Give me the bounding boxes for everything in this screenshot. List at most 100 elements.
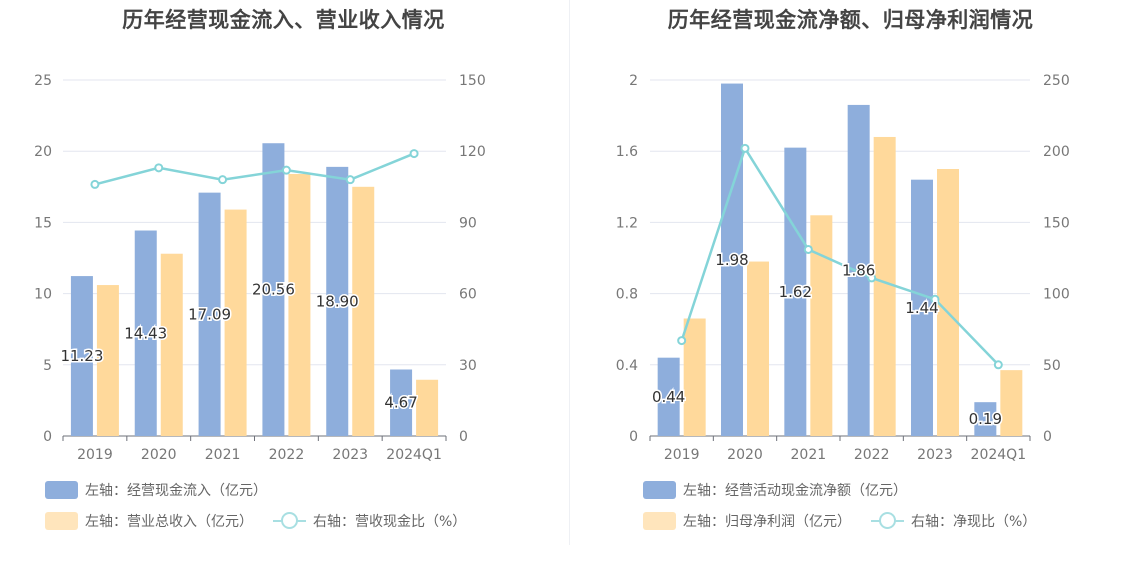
y-tick-label-left: 0.8 xyxy=(616,287,638,303)
y-tick-label-right: 90 xyxy=(459,215,477,231)
y-tick-label-left: 25 xyxy=(34,73,52,89)
y-tick-label-right: 60 xyxy=(459,287,477,303)
bar-series-1 xyxy=(911,179,933,436)
line-point xyxy=(345,175,355,185)
bar-series-2 xyxy=(160,253,183,436)
bar-series-2 xyxy=(224,209,247,436)
data-label: 0.44 xyxy=(652,388,685,406)
line-point xyxy=(930,294,940,304)
x-tick-label: 2021 xyxy=(205,447,241,463)
bar-series-1 xyxy=(326,166,349,436)
chart-plot: 0 0 0.4 50 0.8 100 1.2 150 1.6 200 2 250 2019 2020 202… xyxy=(616,73,1070,463)
chart-title: 历年经营现金流净额、归母净利润情况 xyxy=(667,8,1034,32)
data-label: 18.90 xyxy=(316,292,359,310)
legend-row: 左轴：营业总收入（亿元） 右轴：营收现金比（%） xyxy=(45,511,486,531)
legend-swatch xyxy=(45,512,78,530)
legend-item[interactable]: 左轴：经营活动现金流净额（亿元） xyxy=(643,480,907,500)
legend-item[interactable]: 右轴：营收现金比（%） xyxy=(273,511,466,531)
y-tick-label-right: 30 xyxy=(459,358,477,374)
line-series xyxy=(680,145,1000,366)
y-tick-label-left: 10 xyxy=(34,287,52,303)
y-tick-label-left: 2 xyxy=(629,73,638,89)
line-point xyxy=(867,273,877,283)
line-point xyxy=(993,360,1003,370)
legend-item[interactable]: 左轴：经营现金流入（亿元） xyxy=(45,480,267,500)
bar-series-1 xyxy=(262,143,285,437)
x-tick-label: 2019 xyxy=(664,447,700,463)
data-label: 4.67 xyxy=(384,394,417,412)
legend-swatch xyxy=(643,481,676,499)
line-point xyxy=(803,244,813,254)
chart-panel-right: 历年经营现金流净额、归母净利润情况 0 0 0.4 50 0.8 100 1.2 150 1.6… xyxy=(567,0,1134,582)
line-point xyxy=(90,179,100,189)
y-tick-label-left: 1.6 xyxy=(616,144,638,160)
legend-line-swatch xyxy=(871,512,904,530)
x-tick-label: 2024Q1 xyxy=(386,447,442,463)
bar-series-2 xyxy=(352,186,375,436)
data-label: 1.98 xyxy=(715,251,748,269)
bar-series-2 xyxy=(96,285,119,436)
y-tick-label-left: 0.4 xyxy=(616,358,638,374)
bar-series-1 xyxy=(847,104,870,437)
data-label: 14.43 xyxy=(124,324,167,342)
y-tick-label-right: 100 xyxy=(1043,287,1070,303)
bar-series-1 xyxy=(390,369,413,436)
x-tick-label: 2023 xyxy=(917,447,953,463)
legend-label: 左轴：经营活动现金流净额（亿元） xyxy=(683,483,907,499)
bar-series-2 xyxy=(1000,370,1023,436)
legend-line-swatch xyxy=(273,512,306,530)
line-point xyxy=(740,143,750,153)
bar-series-1 xyxy=(657,357,680,436)
legend-label: 左轴：归母净利润（亿元） xyxy=(683,514,851,530)
legend-row: 左轴：归母净利润（亿元） 右轴：净现比（%） xyxy=(643,511,1056,531)
y-tick-label-left: 1.2 xyxy=(616,215,638,231)
line-point xyxy=(677,336,687,346)
x-tick-label: 2024Q1 xyxy=(971,447,1027,463)
bar-series-2 xyxy=(416,379,439,436)
legend-item[interactable]: 右轴：净现比（%） xyxy=(871,511,1036,531)
bar-series-1 xyxy=(974,402,997,436)
legend-item[interactable]: 左轴：营业总收入（亿元） xyxy=(45,511,253,531)
y-tick-label-left: 5 xyxy=(43,358,52,374)
data-label: 20.56 xyxy=(252,281,295,299)
x-tick-label: 2022 xyxy=(854,447,890,463)
line-point xyxy=(218,175,228,185)
x-tick-label: 2023 xyxy=(332,447,368,463)
y-tick-label-left: 20 xyxy=(34,144,52,160)
legend-label: 右轴：净现比（%） xyxy=(911,514,1037,530)
line-point xyxy=(154,163,164,173)
y-tick-label-right: 0 xyxy=(459,429,468,445)
y-tick-label-right: 150 xyxy=(1043,215,1070,231)
y-tick-label-right: 250 xyxy=(1043,73,1070,89)
bar-series-2 xyxy=(288,173,311,436)
data-label: 1.86 xyxy=(842,261,875,279)
line-point xyxy=(281,165,291,175)
panel-divider xyxy=(569,0,570,545)
legend-label: 左轴：营业总收入（亿元） xyxy=(85,514,253,530)
x-tick-label: 2019 xyxy=(77,447,113,463)
line-point xyxy=(409,149,419,159)
y-tick-label-left: 0 xyxy=(43,429,52,445)
bar-series-2 xyxy=(873,136,896,436)
legend-item[interactable]: 左轴：归母净利润（亿元） xyxy=(643,511,851,531)
data-label: 1.44 xyxy=(905,299,938,317)
y-tick-label-right: 150 xyxy=(459,73,486,89)
chart-title: 历年经营现金流入、营业收入情况 xyxy=(122,8,445,32)
x-tick-label: 2021 xyxy=(791,447,827,463)
legend-swatch xyxy=(643,512,676,530)
x-tick-label: 2020 xyxy=(141,447,177,463)
data-label: 0.19 xyxy=(969,410,1002,428)
bar-series-2 xyxy=(683,318,706,436)
bar-series-1 xyxy=(198,192,221,436)
data-label: 17.09 xyxy=(188,305,231,323)
bar-series-1 xyxy=(70,276,93,436)
y-tick-label-right: 50 xyxy=(1043,358,1061,374)
legend-swatch xyxy=(45,481,78,499)
legend-label: 右轴：营收现金比（%） xyxy=(313,514,467,530)
chart-plot: 0 0 5 30 10 60 15 90 20 120 25 150 2019 2020 2021 2022 2… xyxy=(34,73,486,463)
y-tick-label-right: 120 xyxy=(459,144,486,160)
y-tick-label-right: 200 xyxy=(1043,144,1070,160)
data-label: 1.62 xyxy=(779,283,812,301)
y-tick-label-left: 0 xyxy=(629,429,638,445)
bar-series-1 xyxy=(134,230,157,436)
